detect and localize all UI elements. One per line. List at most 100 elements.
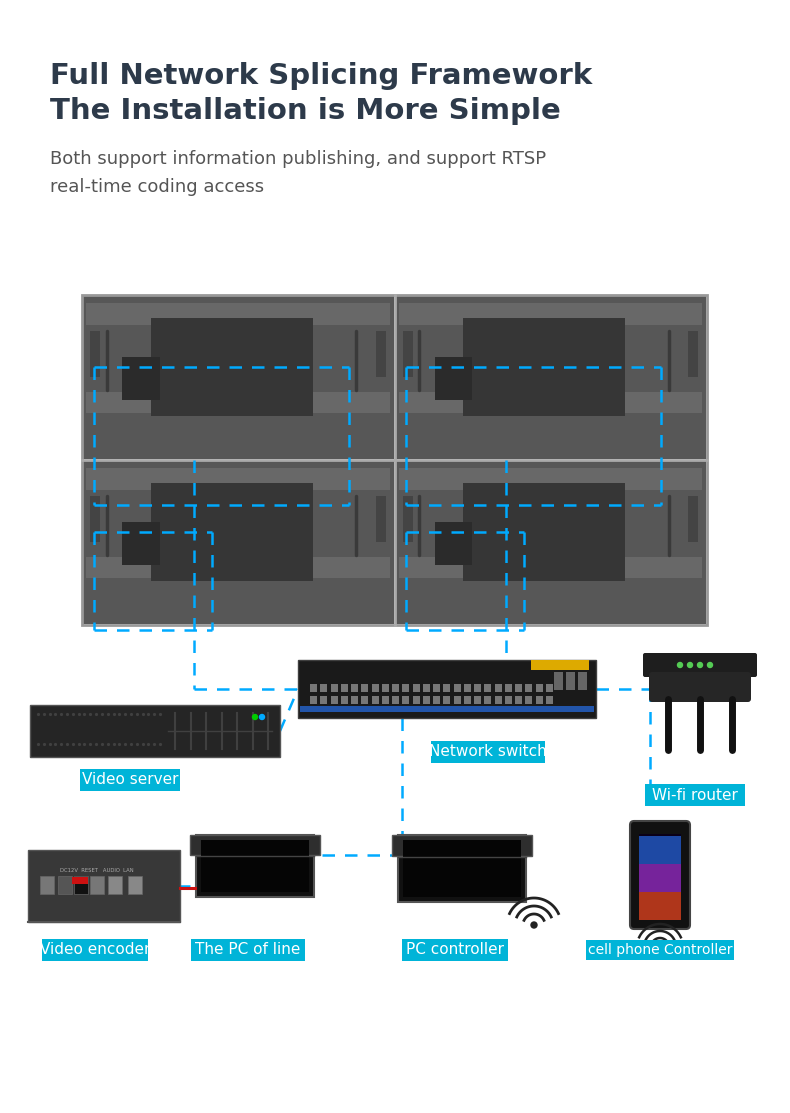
- Bar: [578, 672, 587, 690]
- FancyBboxPatch shape: [630, 821, 690, 929]
- Text: The PC of line: The PC of line: [195, 943, 301, 957]
- Bar: [300, 706, 594, 712]
- Bar: [423, 684, 430, 692]
- Bar: [433, 696, 440, 705]
- Bar: [495, 696, 502, 705]
- Bar: [86, 469, 389, 490]
- Bar: [196, 835, 314, 897]
- Bar: [330, 696, 337, 705]
- Circle shape: [253, 715, 258, 719]
- Bar: [453, 684, 461, 692]
- Bar: [86, 392, 389, 413]
- Bar: [505, 684, 512, 692]
- Bar: [392, 696, 399, 705]
- Bar: [86, 303, 389, 325]
- Bar: [403, 840, 521, 897]
- Bar: [402, 684, 409, 692]
- Bar: [392, 684, 399, 692]
- Bar: [190, 835, 320, 855]
- Bar: [128, 876, 142, 894]
- Text: Video encoder: Video encoder: [40, 943, 150, 957]
- Text: Both support information publishing, and support RTSP
real-time coding access: Both support information publishing, and…: [50, 150, 546, 196]
- Bar: [320, 684, 327, 692]
- Bar: [90, 496, 100, 542]
- Bar: [382, 684, 389, 692]
- Bar: [361, 684, 368, 692]
- Bar: [525, 696, 532, 705]
- Text: Wi-fi router: Wi-fi router: [652, 788, 738, 802]
- Bar: [453, 696, 461, 705]
- Bar: [82, 295, 393, 459]
- Bar: [72, 877, 88, 884]
- Bar: [86, 556, 389, 578]
- Bar: [495, 684, 502, 692]
- Bar: [639, 834, 681, 920]
- Bar: [394, 460, 706, 624]
- Circle shape: [657, 945, 663, 949]
- Bar: [371, 696, 378, 705]
- Bar: [398, 835, 526, 902]
- Circle shape: [259, 715, 265, 719]
- Bar: [398, 392, 702, 413]
- Text: Video server: Video server: [81, 772, 179, 788]
- Bar: [688, 496, 698, 542]
- Bar: [525, 684, 532, 692]
- Bar: [463, 483, 625, 581]
- Bar: [310, 696, 317, 705]
- Bar: [394, 295, 706, 459]
- Bar: [371, 684, 378, 692]
- Bar: [531, 660, 589, 670]
- Bar: [536, 684, 543, 692]
- Bar: [639, 892, 681, 920]
- Text: The Installation is More Simple: The Installation is More Simple: [50, 97, 561, 125]
- Bar: [484, 696, 491, 705]
- FancyBboxPatch shape: [643, 653, 757, 677]
- Bar: [398, 303, 702, 325]
- Circle shape: [687, 662, 693, 668]
- Bar: [90, 331, 100, 377]
- Bar: [74, 876, 88, 894]
- Bar: [108, 876, 122, 894]
- FancyBboxPatch shape: [649, 672, 751, 702]
- Bar: [435, 522, 472, 565]
- Bar: [40, 876, 54, 894]
- Bar: [398, 556, 702, 578]
- Bar: [122, 357, 160, 400]
- Bar: [639, 864, 681, 892]
- Bar: [340, 684, 348, 692]
- Text: Full Network Splicing Framework: Full Network Splicing Framework: [50, 62, 592, 90]
- Bar: [151, 483, 313, 581]
- Bar: [433, 684, 440, 692]
- Circle shape: [708, 662, 713, 668]
- Bar: [423, 696, 430, 705]
- Bar: [90, 876, 104, 894]
- Bar: [586, 940, 734, 961]
- Bar: [639, 836, 681, 864]
- Bar: [28, 850, 180, 922]
- Bar: [645, 784, 745, 806]
- Bar: [351, 684, 358, 692]
- Bar: [310, 684, 317, 692]
- Bar: [688, 331, 698, 377]
- Bar: [30, 705, 280, 757]
- Bar: [351, 696, 358, 705]
- Bar: [81, 769, 179, 791]
- Bar: [392, 835, 532, 856]
- Bar: [412, 696, 419, 705]
- Bar: [361, 696, 368, 705]
- Bar: [515, 684, 522, 692]
- Circle shape: [531, 922, 537, 928]
- Bar: [515, 696, 522, 705]
- Bar: [201, 840, 309, 893]
- Bar: [443, 684, 450, 692]
- Bar: [484, 684, 491, 692]
- Bar: [464, 684, 471, 692]
- Bar: [464, 696, 471, 705]
- Bar: [122, 522, 160, 565]
- Bar: [340, 696, 348, 705]
- Bar: [402, 939, 508, 961]
- Bar: [382, 696, 389, 705]
- Circle shape: [698, 662, 702, 668]
- Text: DC12V  RESET   AUDIO  LAN: DC12V RESET AUDIO LAN: [59, 867, 134, 873]
- Bar: [398, 469, 702, 490]
